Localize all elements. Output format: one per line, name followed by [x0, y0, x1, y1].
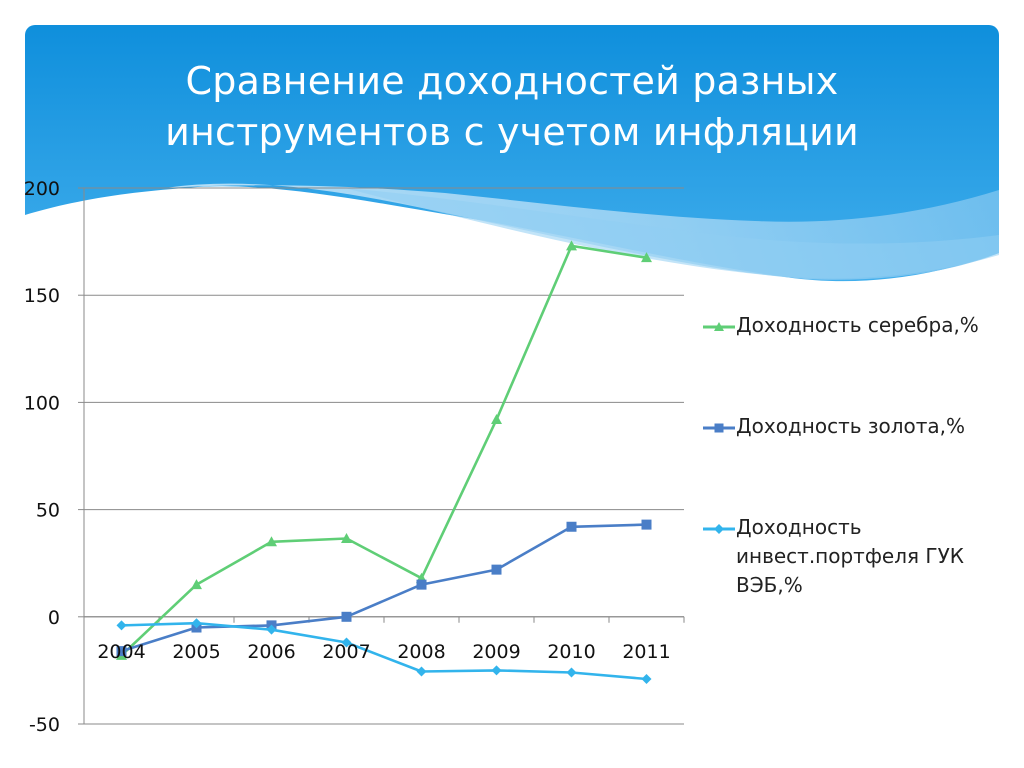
legend-key-silver [703, 322, 735, 331]
data-point-square [566, 521, 577, 532]
x-tick-label: 2011 [622, 641, 670, 663]
series-line-2 [121, 621, 647, 681]
data-point-diamond [116, 620, 127, 631]
title-banner [25, 25, 999, 285]
data-point-diamond [566, 667, 577, 678]
data-point-diamond [266, 624, 277, 635]
data-point-triangle [491, 414, 502, 425]
data-point-square [341, 611, 352, 622]
x-tick-label: 2010 [547, 641, 595, 663]
y-tick-label: -50 [29, 714, 60, 736]
data-point-triangle [266, 536, 277, 547]
data-point-diamond [641, 673, 652, 684]
data-point-diamond [416, 666, 427, 677]
data-point-diamond [191, 618, 202, 629]
title-banner-background [25, 25, 999, 282]
y-tick-label: 0 [48, 607, 60, 629]
slide-title: Сравнение доходностей разных инструменто… [165, 59, 859, 154]
legend-label-gold: Доходность золота,% [736, 414, 966, 438]
x-tick-label: 2007 [322, 641, 370, 663]
y-tick-label: 150 [24, 285, 60, 307]
y-tick-label: 100 [24, 392, 60, 414]
data-point-diamond [341, 637, 352, 648]
data-point-triangle [191, 579, 202, 590]
legend-key-portfolio [703, 524, 735, 534]
legend-item-silver: Доходность серебра,% [702, 313, 979, 340]
x-tick-label: 2004 [97, 641, 145, 663]
data-point-square [416, 579, 427, 590]
x-tick-label: 2008 [397, 641, 445, 663]
legend-item-gold: Доходность золота,% [702, 414, 965, 441]
series-line-0 [120, 244, 647, 657]
data-point-square [641, 519, 652, 530]
x-tick-label: 2006 [247, 641, 295, 663]
x-tick-label: 2005 [172, 641, 220, 663]
data-point-square [491, 564, 502, 575]
legend-label-portfolio: Доходность инвест.портфеля ГУК ВЭБ,% [736, 515, 964, 597]
data-point-triangle [566, 240, 577, 251]
legend-item-portfolio: Доходность инвест.портфеля ГУК ВЭБ,% [702, 515, 964, 600]
legend-key-gold [703, 423, 735, 433]
data-point-diamond [491, 665, 502, 676]
x-tick-label: 2009 [472, 641, 520, 663]
series-line-1 [121, 523, 647, 653]
y-tick-label: 200 [24, 178, 60, 200]
data-point-triangle [341, 533, 352, 544]
data-point-triangle [641, 252, 652, 263]
data-point-square [116, 646, 127, 657]
legend-label-silver: Доходность серебра,% [736, 313, 979, 337]
y-tick-label: 50 [36, 500, 60, 522]
